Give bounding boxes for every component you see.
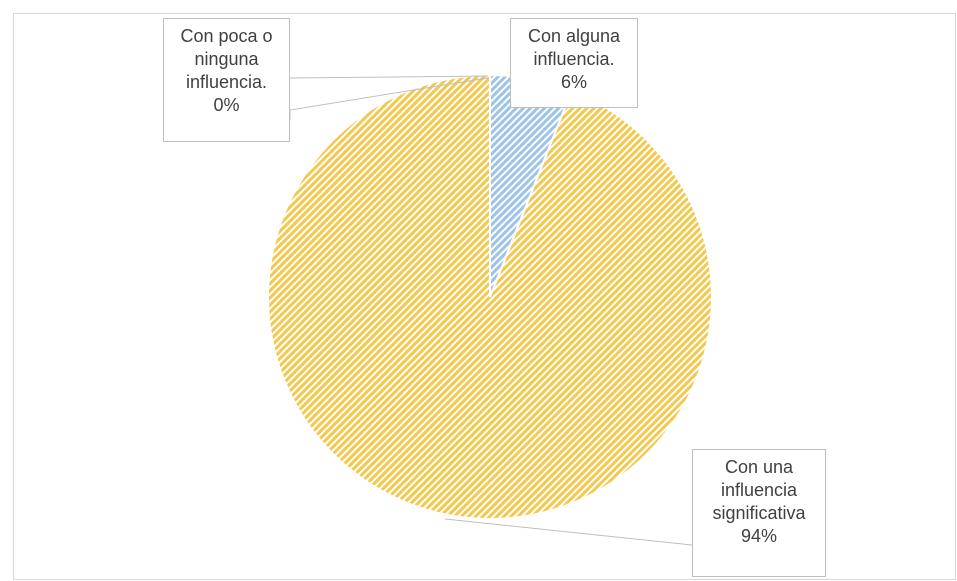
label-value: 6% [560,72,587,92]
data-label: Con una influencia significativa 94% [692,449,826,577]
leader-line [444,518,693,546]
label-value: 94% [740,526,778,546]
label-value: 0% [213,95,240,115]
label-category: Con alguna influencia. [527,26,621,69]
data-label: Con alguna influencia. 6% [510,18,638,108]
leader-line [289,77,489,120]
chart-border [13,13,956,580]
pie-slice [267,73,713,520]
label-category: Con poca o ninguna influencia. [180,26,273,92]
leader-line [289,75,489,79]
data-label: Con poca o ninguna influencia. 0% [163,18,290,142]
label-category: Con una influencia significativa [712,457,806,523]
